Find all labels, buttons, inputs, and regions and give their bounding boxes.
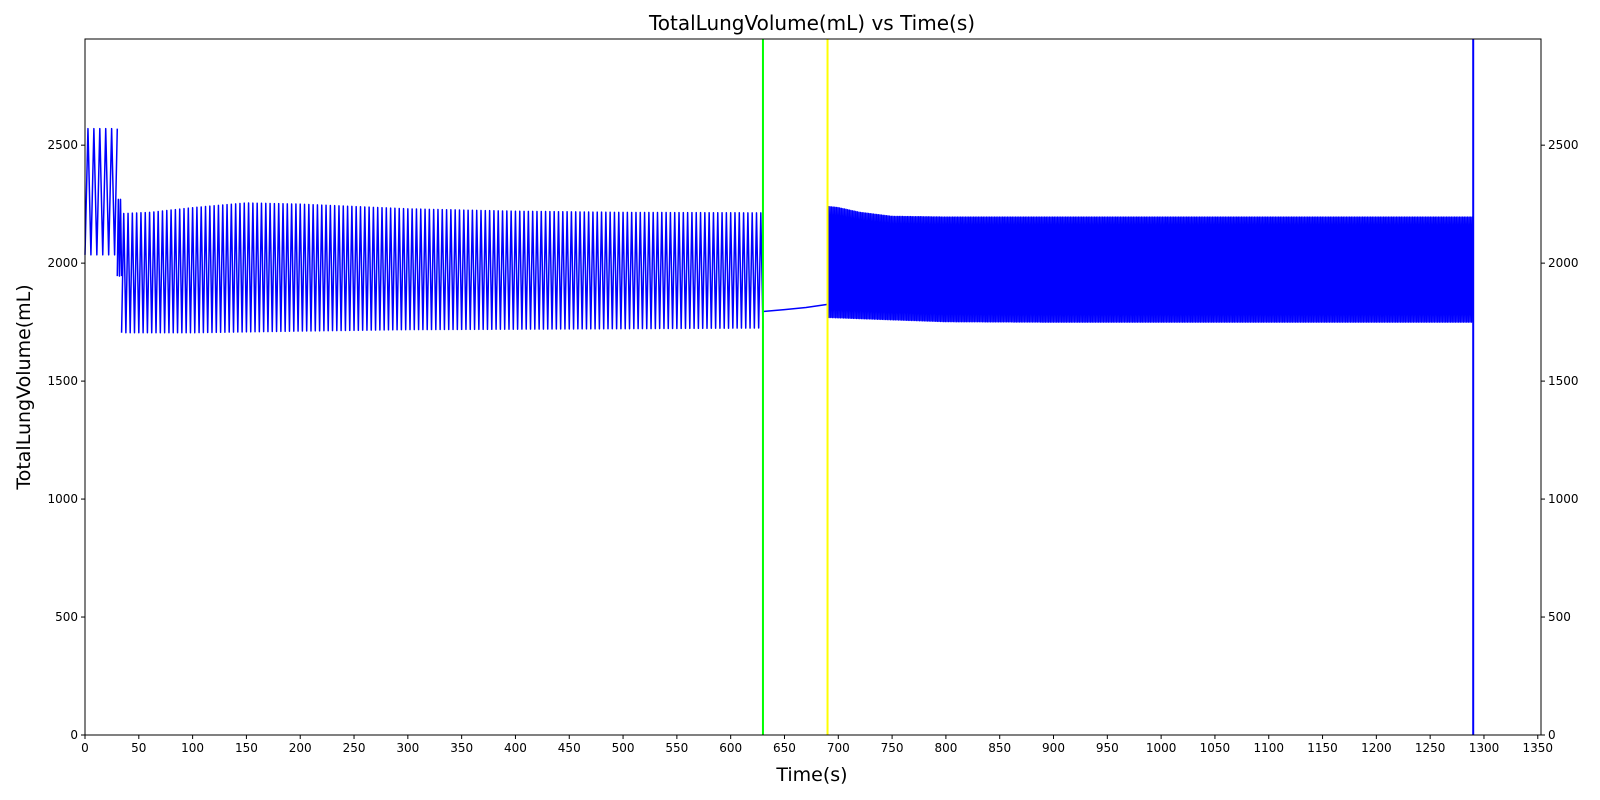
marker-lines <box>761 39 1475 735</box>
y-tick-label-right: 2000 <box>1548 256 1579 270</box>
x-tick-label: 700 <box>827 741 850 755</box>
x-tick-label: 1100 <box>1253 741 1284 755</box>
x-tick-label: 1000 <box>1146 741 1177 755</box>
x-tick-label: 200 <box>289 741 312 755</box>
x-tick-label: 1150 <box>1307 741 1338 755</box>
x-tick-label: 900 <box>1042 741 1065 755</box>
series-0-segment-0 <box>84 127 119 256</box>
x-tick-label: 800 <box>934 741 957 755</box>
series-0-segment-2 <box>120 202 764 334</box>
y-tick-label-right: 1500 <box>1548 374 1579 388</box>
y-tick-label-left: 1000 <box>47 492 78 506</box>
y-tick-label-right: 1000 <box>1548 492 1579 506</box>
x-tick-label: 600 <box>719 741 742 755</box>
y-tick-label-left: 2500 <box>47 138 78 152</box>
x-tick-label: 250 <box>343 741 366 755</box>
y-tick-label-left: 2000 <box>47 256 78 270</box>
y-tick-label-left: 0 <box>70 728 78 742</box>
x-tick-label: 1200 <box>1361 741 1392 755</box>
chart-title: TotalLungVolume(mL) vs Time(s) <box>648 11 975 35</box>
x-tick-label: 300 <box>396 741 419 755</box>
x-tick-label: 850 <box>988 741 1011 755</box>
x-tick-label: 150 <box>235 741 258 755</box>
x-tick-label: 400 <box>504 741 527 755</box>
series-0-segment-1 <box>116 198 123 277</box>
x-axis-title: Time(s) <box>775 764 847 786</box>
x-tick-label: 1350 <box>1522 741 1553 755</box>
y-tick-label-right: 500 <box>1548 610 1571 624</box>
x-tick-label: 650 <box>773 741 796 755</box>
x-tick-label: 350 <box>450 741 473 755</box>
x-tick-label: 1300 <box>1469 741 1500 755</box>
plot-frame <box>84 38 1542 736</box>
series-0-segment-3 <box>762 303 828 313</box>
y-tick-label-right: 2500 <box>1548 138 1579 152</box>
y-axis-title: TotalLungVolume(mL) <box>13 284 35 490</box>
y-axis-right: 0 500 1000 1500 2000 2500 <box>1541 138 1579 742</box>
x-tick-label: 50 <box>131 741 146 755</box>
y-tick-label-left: 500 <box>55 610 78 624</box>
x-axis: 0 50 100 150 200 250 300 350 400 450 500 550 600 650 7… <box>81 735 1553 755</box>
x-tick-label: 0 <box>81 741 89 755</box>
y-axis-left: 0 500 1000 1500 2000 2500 <box>47 138 85 742</box>
x-tick-label: 750 <box>881 741 904 755</box>
x-tick-label: 950 <box>1096 741 1119 755</box>
x-tick-label: 1250 <box>1415 741 1446 755</box>
y-tick-label-right: 0 <box>1548 728 1556 742</box>
series-layer <box>84 127 1474 334</box>
series-0-segment-4 <box>826 205 1474 323</box>
y-tick-label-left: 1500 <box>47 374 78 388</box>
x-tick-label: 100 <box>181 741 204 755</box>
x-tick-label: 450 <box>558 741 581 755</box>
x-tick-label: 1050 <box>1200 741 1231 755</box>
x-tick-label: 550 <box>665 741 688 755</box>
x-tick-label: 500 <box>612 741 635 755</box>
